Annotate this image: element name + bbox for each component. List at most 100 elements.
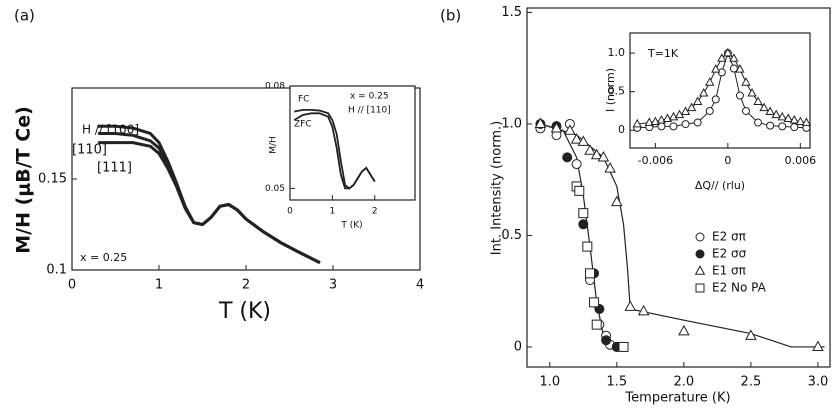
y-tick-label: 0.15	[38, 172, 67, 187]
x-tick-label: 4	[416, 278, 424, 293]
data-point	[795, 116, 806, 126]
inset-frame	[289, 85, 416, 201]
data-point	[692, 96, 703, 105]
x-tick-label: 2	[372, 207, 378, 217]
data-point	[812, 340, 824, 352]
data-point	[597, 150, 610, 162]
x-tick-label: 0.006	[785, 154, 817, 167]
data-point	[550, 121, 563, 133]
data-point	[570, 133, 583, 144]
x-tick-label: 3.0	[808, 375, 829, 390]
data-line	[293, 112, 376, 190]
x-axis-label: T (K)	[218, 299, 271, 324]
x-tick-label: 1.0	[539, 375, 560, 390]
x-axis-label: Temperature (K)	[624, 391, 730, 406]
data-point	[729, 53, 739, 62]
y-tick-label: 0.08	[265, 82, 285, 92]
data-point	[741, 77, 751, 86]
data-point	[705, 106, 714, 115]
data-point	[582, 241, 593, 252]
data-point	[562, 152, 573, 163]
legend-marker	[694, 265, 706, 275]
data-point	[705, 77, 715, 86]
data-point	[571, 159, 582, 170]
fit-line	[540, 123, 825, 348]
y-axis-label: Int. Intensity (norm.)	[490, 121, 505, 255]
x-tick-label: 1	[330, 207, 336, 217]
data-point	[585, 268, 596, 279]
data-point	[777, 111, 787, 121]
data-point	[741, 106, 750, 115]
legend-label: E2 No PA	[712, 281, 767, 295]
data-point	[789, 114, 799, 124]
x-tick-label: 1.5	[606, 375, 627, 390]
data-point	[632, 118, 642, 128]
panel-label: (b)	[440, 7, 461, 25]
legend-marker	[695, 232, 705, 242]
x-tick-label: 0	[68, 278, 76, 293]
y-axis-label: M/H	[269, 136, 279, 154]
data-point	[637, 304, 650, 316]
y-tick-label: 0.05	[265, 184, 285, 194]
data-point	[747, 87, 757, 97]
data-point	[753, 96, 763, 105]
data-point	[717, 53, 727, 62]
series-label: [111]	[97, 161, 132, 176]
annotation: T=1K	[647, 47, 679, 60]
data-point	[618, 341, 629, 352]
data-line	[98, 141, 321, 265]
data-point	[765, 106, 775, 116]
data-point	[686, 102, 697, 112]
annotation: x = 0.25	[350, 92, 389, 102]
legend-marker	[695, 283, 705, 293]
legend-marker	[695, 249, 705, 259]
x-tick-label: 3	[329, 278, 337, 293]
data-point	[604, 162, 616, 173]
data-point	[729, 64, 738, 73]
data-point	[584, 144, 596, 155]
x-axis-label: T (K)	[340, 221, 362, 231]
y-tick-label: 0	[618, 123, 625, 136]
data-point	[669, 122, 678, 131]
x-tick-label: 0	[724, 154, 731, 167]
data-point	[766, 121, 775, 130]
data-point	[711, 95, 720, 104]
annotation: H // [110]	[348, 106, 391, 116]
data-point	[578, 208, 589, 219]
data-point	[577, 135, 590, 146]
x-tick-label: 0	[287, 207, 293, 217]
y-axis-label: M/H (μB/T Ce)	[13, 106, 35, 254]
data-point	[790, 123, 799, 132]
data-point	[624, 300, 637, 311]
data-point	[801, 117, 812, 126]
data-point	[735, 91, 744, 100]
data-point	[590, 148, 603, 160]
data-point	[778, 122, 787, 131]
series-label: [110]	[72, 143, 107, 158]
data-point	[698, 87, 709, 97]
data-point	[574, 185, 585, 196]
annotation: x = 0.25	[80, 251, 127, 264]
y-axis-label: I (norm)	[604, 68, 617, 112]
x-tick-label: 2.5	[741, 375, 762, 390]
y-tick-label: 0	[514, 339, 522, 354]
data-point	[591, 319, 602, 330]
y-tick-label: 1.0	[608, 46, 626, 59]
data-point	[711, 64, 721, 73]
data-point	[678, 324, 690, 336]
y-tick-label: 0.1	[46, 263, 67, 278]
legend-label: E1 σπ	[712, 264, 746, 278]
data-point	[754, 118, 763, 127]
series-label: ZFC	[294, 120, 312, 130]
x-tick-label: 2.0	[674, 375, 695, 390]
data-point	[735, 64, 745, 73]
x-tick-label: 2	[242, 278, 250, 293]
legend-label: E2 σσ	[712, 247, 747, 261]
legend-label: E2 σπ	[712, 230, 746, 244]
y-tick-label: 0.5	[608, 85, 626, 98]
data-point	[759, 102, 769, 112]
data-point	[589, 297, 600, 308]
data-point	[564, 124, 576, 135]
data-point	[534, 117, 547, 129]
